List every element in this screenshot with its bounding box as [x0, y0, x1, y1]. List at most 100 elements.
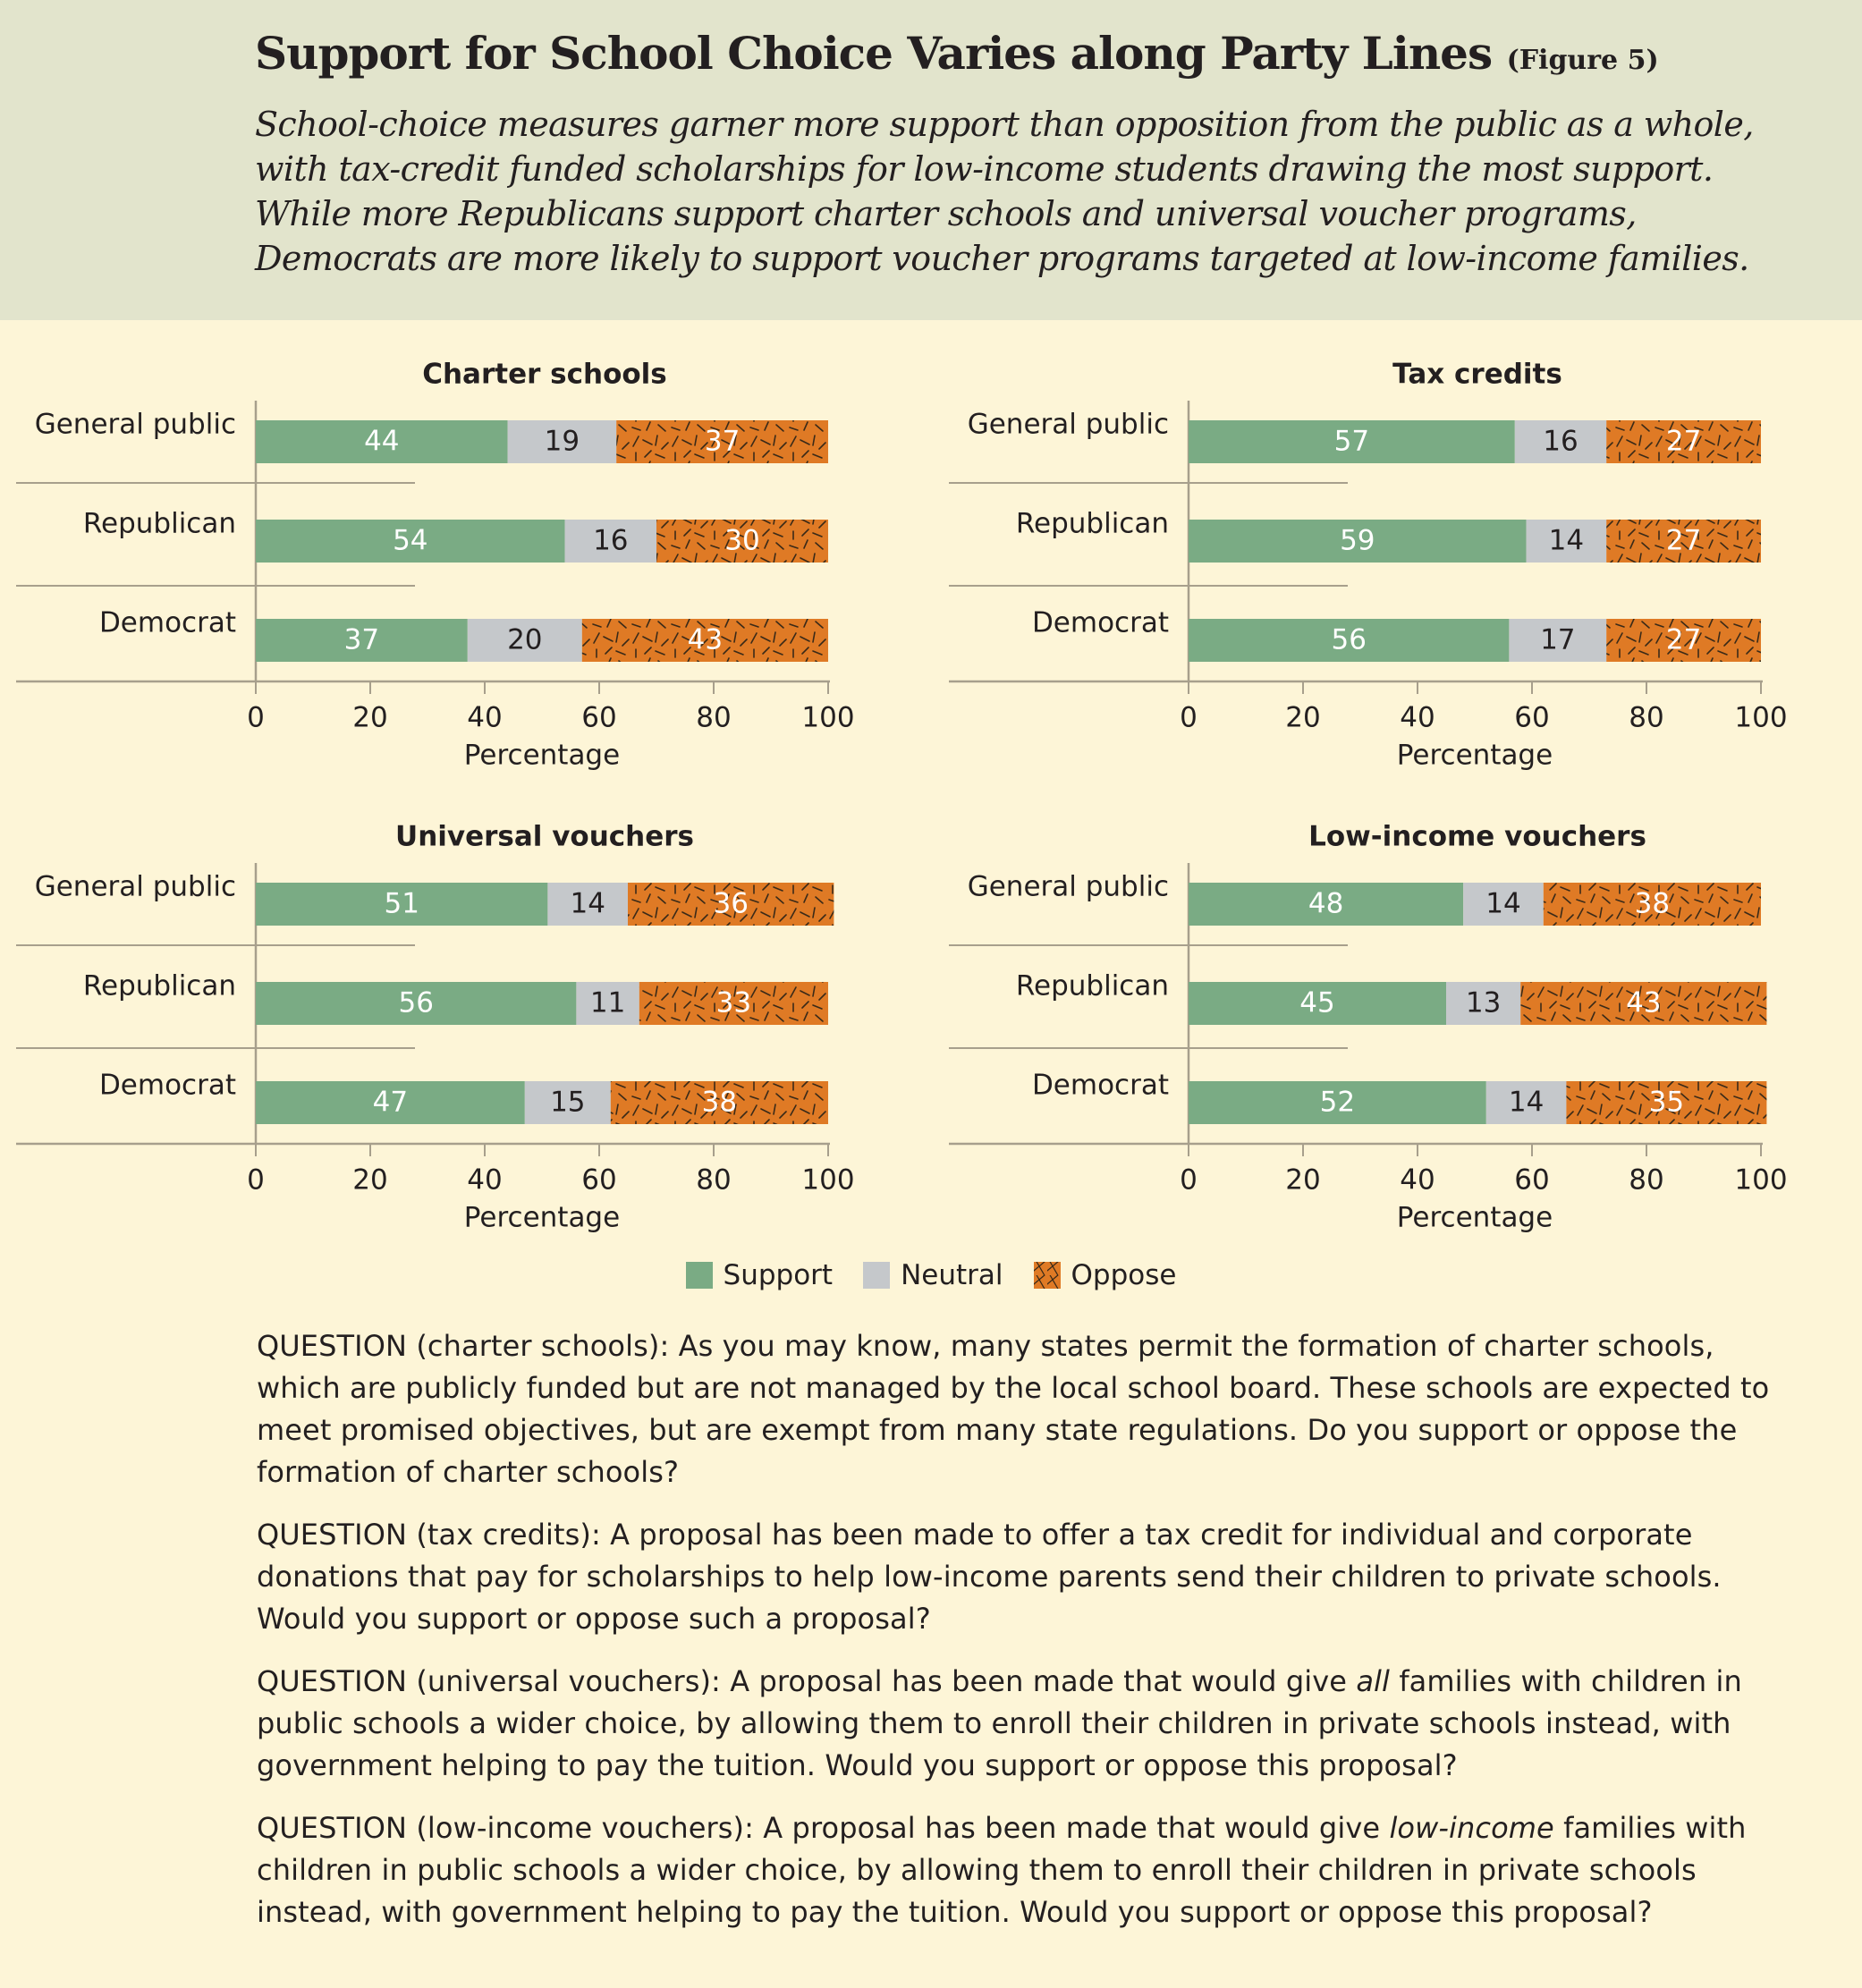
x-tick-label: 0: [1180, 1164, 1198, 1197]
x-tick-label: 0: [247, 702, 265, 734]
x-tick-label: 100: [1734, 1164, 1787, 1197]
bar-neutral-republican: [564, 520, 656, 563]
value-label-oppose: 27: [1666, 624, 1701, 656]
bar-neutral-republican: [576, 982, 639, 1025]
bar-support-republican: [1189, 982, 1446, 1025]
x-tick-label: 20: [352, 1164, 387, 1197]
question-low-income-vouchers: QUESTION (low-income vouchers): A propos…: [257, 1807, 1795, 1933]
legend-label-support: Support: [723, 1259, 834, 1291]
charts-area: Charter schools 0 20 40 60 80 100 Percentage Gen…: [16, 359, 1788, 1234]
value-label-neutral: 14: [1549, 525, 1584, 557]
figure-header: Support for School Choice Varies along P…: [0, 0, 1862, 320]
value-label-neutral: 17: [1540, 624, 1575, 656]
legend: Support Neutral Oppose: [0, 1259, 1862, 1291]
panel-title-tax-credits: Tax credits: [1392, 359, 1562, 391]
bar-oppose-republican: [1606, 520, 1761, 563]
row-label-democrat: Democrat: [1032, 1070, 1169, 1102]
x-tick-label: 100: [801, 702, 854, 734]
legend-item-oppose: Oppose: [1033, 1259, 1177, 1291]
question-text-end: families with children in public schools…: [257, 1664, 1742, 1782]
value-label-neutral: 16: [1543, 426, 1578, 458]
x-axis-label: Percentage: [1397, 1202, 1553, 1234]
question-emphasis: all: [1356, 1664, 1391, 1698]
value-label-oppose: 37: [705, 426, 740, 458]
bar-neutral-general-public: [1514, 420, 1607, 463]
bar-support-democrat: [1189, 619, 1510, 662]
bar-oppose-democrat: [1566, 1081, 1767, 1124]
value-label-oppose: 27: [1666, 426, 1701, 458]
question-text-end: families with children in public schools…: [257, 1811, 1747, 1929]
support-swatch: [685, 1262, 713, 1289]
panel-title-universal-vouchers: Universal vouchers: [395, 821, 694, 853]
title-text: Support for School Choice Varies along P…: [255, 27, 1493, 80]
bar-oppose-democrat: [610, 1081, 828, 1124]
survey-questions: QUESTION (charter schools): As you may k…: [257, 1325, 1795, 1954]
oppose-swatch: [1033, 1262, 1061, 1289]
bar-neutral-democrat: [1485, 1081, 1567, 1124]
x-tick-label: 0: [247, 1164, 265, 1197]
value-label-oppose: 33: [716, 987, 751, 1019]
bar-oppose-republican: [1520, 982, 1767, 1025]
bar-neutral-general-public: [547, 883, 628, 926]
value-label-neutral: 20: [507, 624, 542, 656]
x-tick-label: 80: [1629, 1164, 1663, 1197]
x-tick-label: 40: [467, 1164, 502, 1197]
x-axis-label: Percentage: [464, 1202, 620, 1234]
bar-support-democrat: [256, 1081, 525, 1124]
row-label-republican: Republican: [83, 970, 236, 1002]
row-label-republican: Republican: [1016, 970, 1169, 1002]
value-label-support: 57: [1334, 426, 1369, 458]
value-label-oppose: 30: [724, 525, 759, 557]
value-label-oppose: 43: [1626, 987, 1661, 1019]
panel-title-charter-schools: Charter schools: [422, 359, 667, 391]
value-label-support: 37: [344, 624, 379, 656]
bar-neutral-republican: [1526, 520, 1607, 563]
row-label-democrat: Democrat: [99, 607, 236, 639]
value-label-oppose: 35: [1649, 1087, 1684, 1119]
value-label-support: 48: [1308, 888, 1343, 920]
value-label-oppose: 43: [688, 624, 723, 656]
bar-support-general-public: [1189, 420, 1515, 463]
legend-label-oppose: Oppose: [1071, 1259, 1177, 1291]
x-tick-label: 100: [801, 1164, 854, 1197]
value-label-neutral: 14: [1485, 888, 1520, 920]
question-emphasis: low-income: [1389, 1811, 1554, 1845]
x-tick-label: 60: [581, 1164, 616, 1197]
value-label-oppose: 36: [713, 888, 748, 920]
bar-neutral-general-public: [507, 420, 617, 463]
legend-item-neutral: Neutral: [863, 1259, 1003, 1291]
x-tick-label: 60: [1514, 702, 1549, 734]
value-label-support: 56: [1331, 624, 1366, 656]
bar-support-democrat: [256, 619, 468, 662]
value-label-support: 44: [364, 426, 399, 458]
bar-oppose-general-public: [1543, 883, 1761, 926]
value-label-support: 52: [1320, 1087, 1355, 1119]
question-tax-credits: QUESTION (tax credits): A proposal has b…: [257, 1514, 1795, 1640]
bar-support-general-public: [256, 420, 508, 463]
question-text: QUESTION (tax credits): A proposal has b…: [257, 1518, 1722, 1636]
figure-label: (Figure 5): [1506, 45, 1659, 76]
bar-neutral-democrat: [467, 619, 582, 662]
legend-item-support: Support: [685, 1259, 834, 1291]
value-label-support: 45: [1299, 987, 1334, 1019]
neutral-swatch: [863, 1262, 891, 1289]
bar-support-republican: [1189, 520, 1527, 563]
question-universal-vouchers: QUESTION (universal vouchers): A proposa…: [257, 1661, 1795, 1787]
question-text: QUESTION (low-income vouchers): A propos…: [257, 1811, 1390, 1845]
value-label-support: 47: [373, 1087, 408, 1119]
bar-support-general-public: [1189, 883, 1464, 926]
value-label-support: 51: [384, 888, 419, 920]
bar-neutral-democrat: [524, 1081, 611, 1124]
row-label-republican: Republican: [83, 508, 236, 540]
x-tick-label: 20: [1285, 1164, 1320, 1197]
value-label-support: 56: [398, 987, 433, 1019]
figure-subtitle: School-choice measures garner more suppo…: [255, 105, 1754, 278]
x-axis-label: Percentage: [464, 740, 620, 772]
question-charter-schools: QUESTION (charter schools): As you may k…: [257, 1325, 1795, 1493]
x-tick-label: 60: [581, 702, 616, 734]
row-label-general-public: General public: [35, 409, 236, 441]
question-text: QUESTION (universal vouchers): A proposa…: [257, 1664, 1357, 1698]
x-tick-label: 100: [1734, 702, 1787, 734]
row-label-general-public: General public: [35, 871, 236, 903]
value-label-oppose: 27: [1666, 525, 1701, 557]
